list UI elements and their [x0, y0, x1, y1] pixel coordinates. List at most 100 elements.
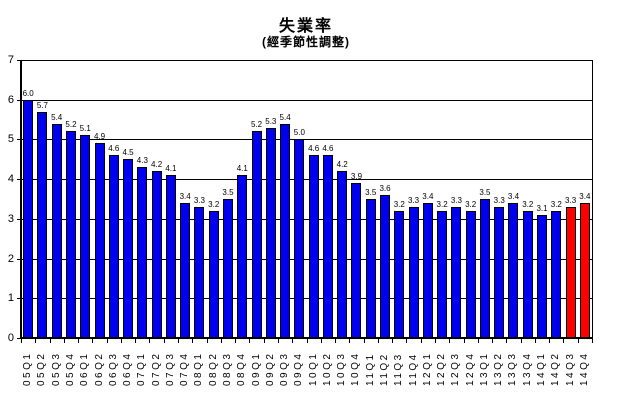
x-tick-mark [106, 339, 108, 343]
gridline-y2 [21, 258, 592, 260]
value-label-09Q2: 5.3 [265, 116, 277, 126]
gridline-y1 [21, 298, 592, 300]
value-label-11Q4: 3.3 [408, 195, 420, 205]
y-tick-mark [17, 218, 21, 220]
gridline-y6 [21, 99, 592, 101]
y-axis-label: 2 [7, 252, 14, 265]
bar-14Q3 [565, 206, 576, 338]
gridline-y3 [21, 218, 592, 220]
x-tick-mark [449, 339, 451, 343]
bar-06Q4 [123, 159, 134, 338]
x-axis-label-14Q2: 14Q2 [550, 351, 562, 386]
x-tick-mark [92, 339, 94, 343]
value-label-05Q4: 5.2 [65, 120, 77, 130]
bar-07Q4 [180, 202, 191, 338]
bar-09Q1 [251, 131, 262, 338]
y-axis [20, 60, 22, 339]
x-axis-label-08Q1: 08Q1 [193, 351, 205, 386]
bar-14Q1 [537, 214, 548, 338]
x-tick-mark [534, 339, 536, 343]
x-tick-mark [434, 339, 436, 343]
x-axis-label-06Q4: 06Q4 [122, 351, 134, 386]
x-axis-label-11Q2: 11Q2 [379, 352, 390, 386]
y-tick-mark [17, 179, 21, 181]
bar-09Q4 [294, 139, 305, 338]
x-tick-mark [163, 339, 165, 343]
value-label-12Q2: 3.2 [436, 199, 448, 209]
value-label-14Q4: 3.4 [579, 191, 591, 201]
bar-13Q2 [494, 206, 505, 338]
gridline-y7 [21, 60, 592, 61]
x-axis-label-06Q3: 06Q3 [107, 351, 119, 386]
bar-05Q3 [51, 123, 62, 338]
x-tick-mark [249, 339, 251, 343]
y-axis-label: 7 [7, 54, 14, 66]
x-axis-label-06Q1: 06Q1 [79, 351, 91, 386]
gridline-y5 [21, 139, 592, 141]
x-tick-mark [277, 339, 279, 343]
x-axis-label-13Q4: 13Q4 [521, 351, 533, 386]
value-label-09Q1: 5.2 [250, 120, 263, 130]
x-axis-label-14Q1: 14Q1 [536, 351, 548, 386]
value-label-05Q1: 6.0 [22, 88, 34, 98]
x-axis-label-07Q1: 07Q1 [136, 351, 148, 386]
value-label-14Q1: 3.1 [536, 203, 548, 213]
x-axis-label-13Q2: 13Q2 [493, 351, 505, 386]
value-label-13Q4: 3.2 [522, 199, 534, 209]
bar-07Q1 [137, 167, 148, 338]
y-tick-mark [17, 338, 21, 339]
x-tick-mark [363, 339, 365, 343]
x-tick-mark [577, 339, 579, 343]
value-label-08Q2: 3.2 [208, 199, 220, 209]
x-tick-mark [78, 339, 80, 343]
x-axis-label-08Q3: 08Q3 [221, 351, 233, 386]
x-tick-mark [135, 339, 137, 343]
x-tick-mark [206, 339, 208, 343]
x-tick-mark [349, 339, 351, 343]
x-axis-label-05Q1: 05Q1 [22, 351, 34, 386]
x-axis-label-13Q1: 13Q1 [478, 351, 490, 386]
value-label-13Q3: 3.4 [507, 191, 520, 201]
value-label-09Q4: 5.0 [293, 128, 305, 138]
bar-08Q3 [222, 199, 233, 338]
value-label-09Q3: 5.4 [279, 112, 291, 122]
x-tick-mark [235, 339, 237, 343]
x-axis-label-10Q4: 10Q4 [350, 351, 362, 386]
x-axis-label-06Q2: 06Q2 [93, 351, 105, 386]
x-axis-label-09Q4: 09Q4 [293, 351, 305, 386]
value-label-13Q1: 3.5 [479, 188, 491, 197]
bar-11Q1 [365, 199, 376, 338]
x-tick-mark [406, 339, 408, 343]
x-axis-label-12Q2: 12Q2 [436, 351, 448, 386]
bar-08Q4 [237, 175, 248, 338]
x-axis-label-07Q3: 07Q3 [164, 351, 176, 386]
x-tick-mark [292, 339, 294, 343]
x-tick-mark [335, 339, 337, 343]
x-tick-mark [392, 339, 394, 343]
x-axis-label-12Q4: 12Q4 [464, 351, 476, 386]
x-axis-label-09Q3: 09Q3 [279, 351, 291, 386]
x-axis-label-05Q4: 05Q4 [64, 351, 76, 386]
bar-09Q3 [280, 123, 291, 338]
value-label-07Q4: 3.4 [179, 191, 191, 201]
x-tick-mark [377, 339, 379, 343]
y-axis-label: 5 [7, 133, 14, 146]
x-axis-label-12Q3: 12Q3 [450, 351, 462, 386]
value-label-06Q3: 4.6 [108, 144, 120, 154]
y-tick-mark [17, 99, 21, 101]
value-label-05Q3: 5.4 [51, 112, 63, 122]
bar-12Q4 [465, 210, 476, 338]
value-label-10Q4: 3.9 [350, 172, 363, 182]
y-axis-label: 3 [7, 212, 14, 225]
value-label-08Q4: 4.1 [236, 164, 248, 174]
x-tick-mark [120, 339, 122, 343]
bar-10Q3 [337, 171, 348, 338]
x-axis-label-08Q4: 08Q4 [236, 351, 248, 386]
value-label-12Q1: 3.4 [422, 191, 434, 201]
bar-05Q2 [37, 111, 48, 338]
value-label-14Q2: 3.2 [550, 199, 562, 209]
bar-11Q3 [394, 210, 405, 338]
y-tick-mark [17, 258, 21, 260]
bar-12Q2 [437, 210, 448, 338]
